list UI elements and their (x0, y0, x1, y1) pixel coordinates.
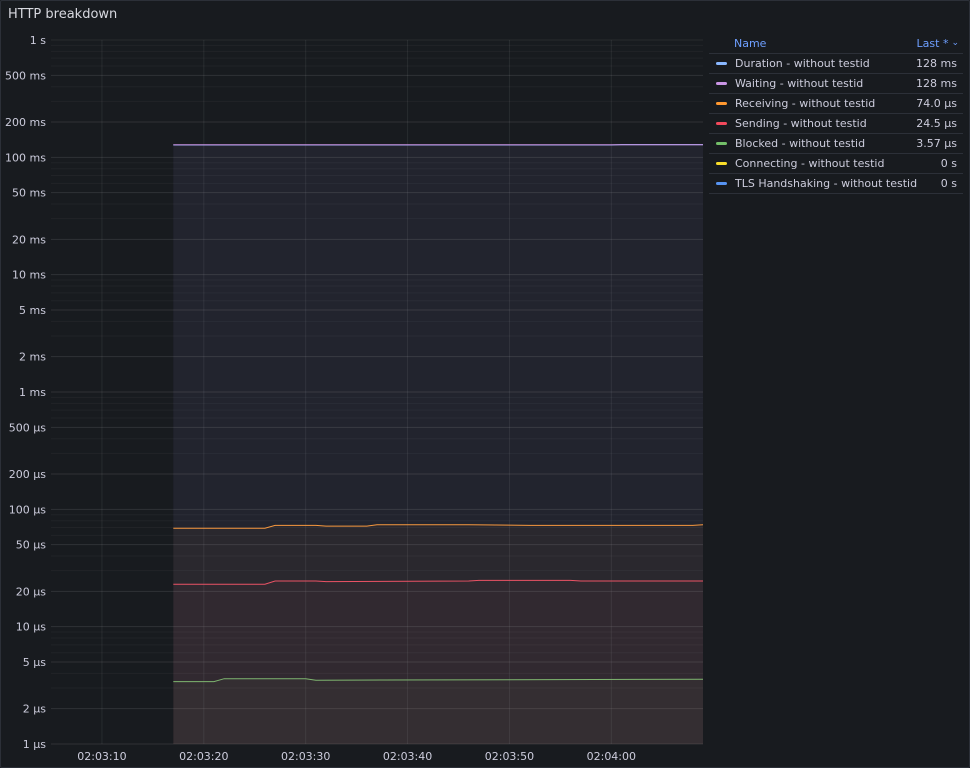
legend-item-name: Blocked - without testid (735, 137, 866, 150)
y-tick-label: 5 µs (23, 656, 46, 669)
series-line (173, 678, 703, 683)
legend-item[interactable]: Sending - without testid 24.5 µs (709, 114, 963, 134)
y-tick-label: 20 ms (12, 233, 46, 246)
legend-swatch (716, 142, 727, 145)
legend-item-value: 0 s (940, 157, 957, 170)
legend-swatch (716, 122, 727, 125)
legend-item[interactable]: TLS Handshaking - without testid 0 s (709, 174, 963, 194)
y-tick-label: 20 µs (16, 585, 46, 598)
y-tick-label: 50 µs (16, 539, 46, 552)
legend-header-last[interactable]: Last * ⌄ (917, 37, 959, 50)
legend-swatch (716, 162, 727, 165)
series-line (173, 579, 703, 585)
legend-swatch (716, 102, 727, 105)
legend-header-last-label: Last * (916, 36, 949, 50)
legend-swatch (716, 182, 727, 185)
legend-item[interactable]: Blocked - without testid 3.57 µs (709, 134, 963, 154)
legend-item-name: Sending - without testid (735, 117, 867, 130)
y-tick-label: 2 µs (23, 703, 46, 716)
series-area (173, 678, 703, 744)
time-series-chart[interactable]: 1 s 500 ms 200 ms 100 ms 50 ms 20 ms 10 ms 5 ms… (1, 1, 707, 767)
legend-item[interactable]: Waiting - without testid 128 ms (709, 74, 963, 94)
legend-item-value: 0 s (940, 177, 957, 190)
y-tick-label: 5 ms (19, 304, 46, 317)
y-tick-label: 1 ms (19, 386, 46, 399)
y-tick-label: 10 µs (16, 621, 46, 634)
legend-item-value: 24.5 µs (916, 117, 957, 130)
y-tick-label: 100 µs (9, 503, 46, 516)
legend-item[interactable]: Receiving - without testid 74.0 µs (709, 94, 963, 114)
legend-rows: Duration - without testid 128 ms Waiting -… (709, 54, 963, 194)
legend-item-name: Waiting - without testid (735, 77, 864, 90)
legend-header-name[interactable]: Name (734, 36, 767, 50)
y-tick-label: 500 ms (5, 69, 46, 82)
legend-item-value: 128 ms (916, 77, 957, 90)
y-tick-label: 50 ms (12, 187, 46, 200)
x-tick-label: 02:03:10 (77, 750, 126, 763)
chevron-down-icon: ⌄ (951, 38, 959, 48)
legend-header: Name Last * ⌄ (709, 33, 963, 54)
legend-item-name: TLS Handshaking - without testid (735, 177, 918, 190)
x-tick-label: 02:03:20 (179, 750, 228, 763)
x-tick-label: 02:03:50 (485, 750, 534, 763)
legend-table: Name Last * ⌄ Duration - without testid 1… (709, 33, 963, 194)
y-tick-label: 500 µs (9, 421, 46, 434)
legend-item-name: Connecting - without testid (735, 157, 885, 170)
series-area (173, 144, 703, 744)
legend-item-value: 3.57 µs (916, 137, 957, 150)
legend-swatch (716, 82, 727, 85)
x-tick-label: 02:04:00 (587, 750, 636, 763)
legend-item[interactable]: Connecting - without testid 0 s (709, 154, 963, 174)
panel-title[interactable]: HTTP breakdown (8, 7, 118, 22)
legend-item[interactable]: Duration - without testid 128 ms (709, 54, 963, 74)
series-area (173, 580, 703, 744)
legend-item-name: Receiving - without testid (735, 97, 876, 110)
y-tick-label: 100 ms (5, 151, 46, 164)
legend-item-value: 128 ms (916, 57, 957, 70)
y-tick-label: 200 µs (9, 468, 46, 481)
x-tick-label: 02:03:30 (281, 750, 330, 763)
legend-item-value: 74.0 µs (916, 97, 957, 110)
x-tick-label: 02:03:40 (383, 750, 432, 763)
series-area (173, 524, 703, 744)
y-tick-label: 200 ms (5, 116, 46, 129)
legend-swatch (716, 62, 727, 65)
y-tick-label: 1 µs (23, 738, 46, 751)
series-line (173, 524, 703, 529)
series-area (173, 144, 703, 744)
y-tick-label: 1 s (30, 34, 46, 47)
y-tick-label: 2 ms (19, 351, 46, 364)
legend-item-name: Duration - without testid (735, 57, 870, 70)
y-tick-label: 10 ms (12, 269, 46, 282)
